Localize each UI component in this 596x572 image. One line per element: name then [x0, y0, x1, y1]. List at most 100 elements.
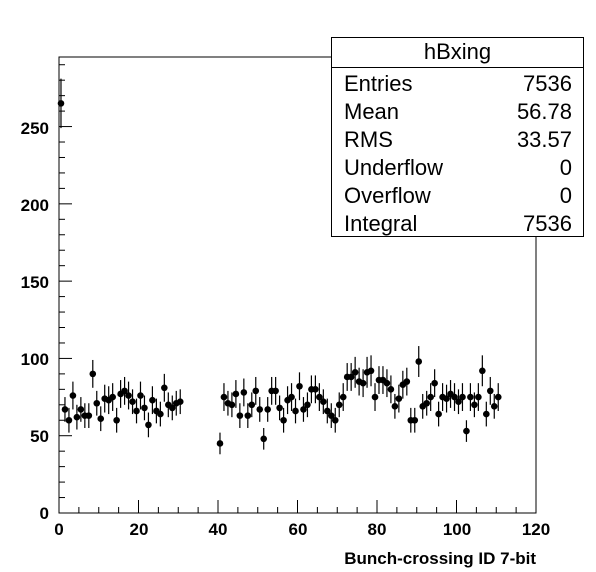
data-point: [288, 393, 295, 401]
data-point: [335, 401, 343, 409]
y-tick-label: 0: [40, 504, 49, 523]
y-tick-label: 100: [21, 350, 49, 369]
data-point: [324, 407, 331, 415]
data-point: [475, 393, 482, 401]
y-tick-label: 250: [21, 119, 49, 138]
data-point: [93, 399, 101, 407]
stats-row-entries: Entries 7536: [332, 70, 583, 98]
data-point: [327, 412, 335, 419]
data-point: [486, 387, 494, 395]
data-point: [176, 398, 184, 406]
data-point: [494, 393, 502, 401]
data-point: [459, 393, 466, 401]
data-point: [383, 379, 391, 387]
data-point: [145, 421, 152, 429]
data-point: [367, 367, 375, 375]
data-point: [228, 401, 236, 409]
data-point: [351, 369, 359, 376]
x-tick-label: 40: [209, 520, 228, 539]
data-point: [387, 386, 395, 393]
data-point: [300, 406, 307, 413]
data-point: [359, 379, 367, 387]
data-point: [371, 393, 379, 401]
stats-value: 0: [559, 155, 572, 180]
stats-value: 0: [559, 183, 572, 208]
data-point: [168, 404, 176, 412]
data-point: [471, 401, 478, 409]
data-point: [411, 416, 419, 424]
data-point: [264, 406, 271, 413]
data-point: [85, 412, 93, 419]
data-point: [89, 370, 97, 378]
data-point: [490, 403, 498, 410]
data-point: [133, 407, 140, 415]
data-point: [403, 378, 411, 385]
data-point: [316, 393, 323, 401]
stats-value: 7536: [523, 211, 572, 236]
data-point: [61, 406, 69, 413]
data-point: [149, 396, 156, 404]
x-tick-label: 60: [289, 520, 308, 539]
y-tick-label: 150: [21, 273, 49, 292]
stats-row-underflow: Underflow 0: [332, 154, 583, 182]
data-point: [423, 399, 430, 407]
x-tick-label: 80: [368, 520, 387, 539]
data-point: [320, 398, 327, 406]
y-tick-labels: 0 50 100 150 200 250: [21, 119, 49, 523]
data-point: [157, 410, 164, 418]
data-point: [121, 387, 128, 395]
data-point: [455, 398, 462, 406]
data-point: [129, 398, 136, 406]
data-point: [483, 410, 490, 418]
data-point: [331, 416, 339, 424]
data-point: [125, 392, 132, 399]
data-point: [77, 406, 85, 413]
data-point: [276, 404, 283, 412]
stats-title: hBxing: [332, 38, 583, 68]
data-point: [260, 435, 268, 443]
stats-row-overflow: Overflow 0: [332, 182, 583, 210]
data-point: [479, 367, 486, 375]
data-point: [73, 413, 81, 421]
data-points: [57, 78, 502, 455]
data-point: [272, 387, 279, 395]
x-axis-title: Bunch-crossing ID 7-bit: [344, 549, 536, 568]
stats-label: Overflow: [344, 183, 431, 208]
data-point: [57, 100, 65, 107]
stats-row-rms: RMS 33.57: [332, 126, 583, 154]
data-point: [415, 358, 423, 365]
stats-box: hBxing Entries 7536 Mean 56.78 RMS 33.57…: [331, 37, 584, 237]
stats-row-mean: Mean 56.78: [332, 98, 583, 126]
stats-value: 7536: [523, 71, 572, 96]
data-point: [65, 416, 73, 424]
data-point: [280, 416, 287, 424]
data-point: [296, 382, 303, 390]
data-point: [141, 404, 148, 412]
data-point: [109, 393, 116, 401]
y-tick-label: 50: [30, 427, 49, 446]
data-point: [240, 389, 248, 396]
data-point: [463, 427, 470, 435]
x-tick-label: 0: [54, 520, 63, 539]
data-point: [113, 416, 120, 424]
data-point: [395, 395, 403, 402]
data-point: [467, 393, 474, 401]
data-point: [69, 392, 77, 399]
x-tick-label: 100: [443, 520, 471, 539]
x-tick-label: 20: [130, 520, 149, 539]
x-tick-labels: 0 20 40 60 80 100 120: [54, 520, 550, 539]
stats-value: 56.78: [516, 99, 572, 124]
data-point: [236, 412, 244, 419]
data-point: [347, 373, 355, 381]
data-point: [137, 392, 144, 399]
axis-ticks: [58, 64, 537, 514]
data-point: [312, 386, 319, 393]
data-point: [248, 401, 256, 409]
data-point: [451, 393, 458, 401]
data-point: [391, 403, 399, 410]
stats-row-integral: Integral 7536: [332, 210, 583, 238]
data-point: [232, 390, 240, 398]
data-point: [216, 440, 224, 447]
stats-label: Integral: [344, 211, 418, 236]
